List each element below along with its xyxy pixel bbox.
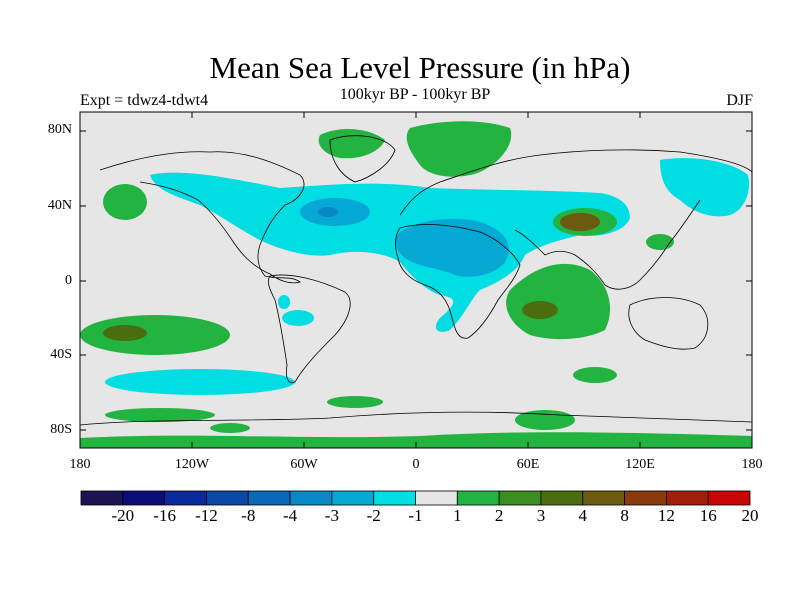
colorbar-label: 8 bbox=[620, 506, 629, 525]
colorbar-label: 4 bbox=[578, 506, 588, 525]
green-north-pacific-west bbox=[103, 184, 147, 220]
cyan-southern-ocean bbox=[105, 369, 295, 395]
lon-tick-60w: 60W bbox=[290, 457, 318, 472]
colorbar-swatch bbox=[289, 490, 333, 506]
cyan-south-atlantic bbox=[282, 310, 314, 326]
colorbar-swatch bbox=[582, 490, 625, 506]
map-background bbox=[80, 112, 752, 448]
colorbar-swatch bbox=[247, 490, 291, 506]
colorbar-label: 12 bbox=[657, 506, 675, 525]
green-southern-ocean-2 bbox=[573, 367, 617, 383]
lat-tick-40s: 40S bbox=[50, 347, 72, 362]
cyan-west-atlantic bbox=[278, 295, 290, 309]
colorbar-label: -1 bbox=[408, 506, 423, 525]
colorbar-label: -16 bbox=[153, 506, 176, 525]
brown-indian-ocean-core bbox=[522, 301, 558, 319]
colorbar-label: -4 bbox=[282, 506, 298, 525]
pressure-anomaly-fields bbox=[80, 121, 752, 448]
colorbar-swatch bbox=[415, 490, 458, 506]
green-antarctic-band bbox=[80, 432, 752, 448]
cyan-pacific-region bbox=[660, 158, 750, 217]
green-scandinavia-region bbox=[406, 121, 512, 177]
colorbar-label: 3 bbox=[536, 506, 546, 525]
lon-tick-120e: 120E bbox=[625, 457, 655, 472]
colorbar-swatch bbox=[331, 490, 375, 506]
colorbar-swatch bbox=[456, 490, 500, 506]
season-label: DJF bbox=[726, 92, 753, 109]
colorbar-label: 20 bbox=[741, 506, 759, 525]
coast-australia bbox=[628, 297, 709, 350]
lon-tick-180w: 180 bbox=[69, 457, 91, 472]
brown-tibet-core bbox=[560, 213, 600, 231]
colorbar-swatch bbox=[624, 490, 667, 506]
colorbar-swatch bbox=[80, 490, 124, 506]
colorbar-swatch bbox=[665, 490, 709, 506]
colorbar-swatch bbox=[373, 490, 416, 506]
colorbar-label: -12 bbox=[195, 506, 218, 525]
coast-africa bbox=[395, 224, 521, 339]
axis-ticks bbox=[80, 112, 752, 448]
lat-tick-40n: 40N bbox=[47, 198, 72, 213]
coast-europe-asia bbox=[399, 149, 752, 290]
colorbar-label: -2 bbox=[366, 506, 381, 525]
lat-tick-0: 0 bbox=[65, 273, 72, 288]
colorbar-swatch bbox=[498, 490, 542, 506]
lon-tick-120w: 120W bbox=[174, 457, 210, 472]
lon-tick-60e: 60E bbox=[516, 457, 540, 472]
lon-tick-180e: 180 bbox=[741, 457, 763, 472]
lat-tick-80n: 80N bbox=[47, 122, 72, 137]
green-east-pacific bbox=[210, 423, 250, 433]
coast-greenland bbox=[329, 135, 396, 183]
colorbar-label: 16 bbox=[699, 506, 717, 525]
green-southern-ocean-1 bbox=[105, 408, 215, 422]
green-southern-ocean-3 bbox=[327, 396, 383, 408]
colorbar-label: -3 bbox=[324, 506, 339, 525]
coast-antarctica bbox=[80, 411, 752, 426]
colorbar-label: 2 bbox=[494, 506, 504, 525]
colorbar-label: -20 bbox=[111, 506, 135, 525]
colorbar-label: -8 bbox=[241, 506, 256, 525]
green-east-asia bbox=[646, 234, 674, 250]
colorbar-label: 1 bbox=[453, 506, 462, 525]
experiment-label: Expt = tdwz4-tdwt4 bbox=[80, 92, 209, 109]
colorbar-swatch bbox=[540, 490, 584, 506]
colorbar-swatch bbox=[122, 490, 166, 506]
blue-anomaly-core-africa bbox=[395, 218, 509, 277]
coast-north-america bbox=[99, 151, 305, 284]
colorbar-swatch bbox=[707, 490, 751, 506]
colorbar-swatch bbox=[164, 490, 207, 506]
map-title: Mean Sea Level Pressure (in hPa) bbox=[209, 50, 631, 85]
cyan-anomaly-region bbox=[150, 172, 630, 332]
colorbar-swatch bbox=[206, 490, 249, 506]
brown-south-pacific-core bbox=[103, 325, 147, 341]
coast-south-america bbox=[267, 274, 351, 384]
coastlines bbox=[80, 135, 752, 426]
blue-core-atlantic-dark bbox=[318, 207, 338, 217]
green-indian-ocean-region bbox=[506, 263, 610, 340]
green-south-pacific bbox=[80, 315, 230, 355]
lon-tick-0: 0 bbox=[412, 457, 420, 472]
period-label: 100kyr BP - 100kyr BP bbox=[339, 86, 491, 103]
lat-tick-80s: 80S bbox=[50, 422, 72, 437]
colorbar bbox=[80, 490, 751, 506]
